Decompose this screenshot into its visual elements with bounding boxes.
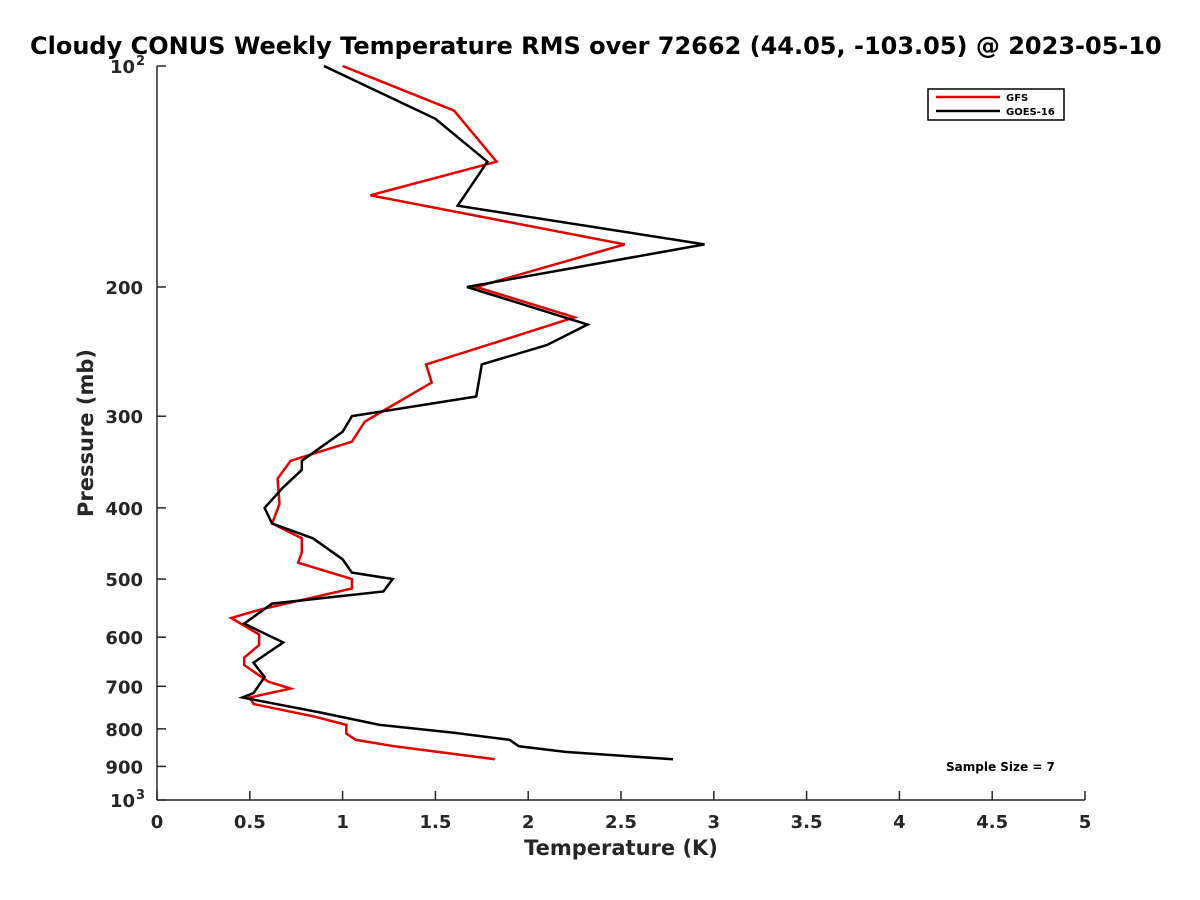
x-tick-label: 2.5 (605, 812, 637, 833)
x-tick-label: 3 (708, 812, 721, 833)
y-tick-label: 700 (105, 677, 143, 698)
y-tick-exponent: 2 (136, 54, 145, 69)
y-tick-exponent: 3 (136, 788, 145, 803)
x-tick-label: 3.5 (791, 812, 823, 833)
y-tick-label: 300 (105, 407, 143, 428)
legend-box (927, 88, 1065, 121)
sample-size-annotation: Sample Size = 7 (946, 760, 1055, 774)
y-tick-label: 800 (105, 720, 143, 741)
y-axis-label: Pressure (mb) (74, 349, 98, 517)
series-group (228, 64, 705, 761)
x-tick-label: 1.5 (419, 812, 451, 833)
chart-title: Cloudy CONUS Weekly Temperature RMS over… (30, 32, 1162, 60)
legend: GFS GOES-16 (927, 88, 1065, 121)
x-axis-label: Temperature (K) (524, 836, 718, 860)
legend-label: GOES-16 (1006, 107, 1055, 118)
x-tick-label: 4 (893, 812, 906, 833)
y-tick-label: 200 (105, 278, 143, 299)
y-tick-label: 10 (110, 57, 135, 78)
y-tick-label: 900 (105, 757, 143, 778)
legend-label: GFS (1006, 93, 1028, 104)
y-tick-label: 600 (105, 628, 143, 649)
y-tick-label: 500 (105, 570, 143, 591)
y-tick-label: 400 (105, 499, 143, 520)
x-tick-label: 1 (336, 812, 349, 833)
x-tick-label: 4.5 (976, 812, 1008, 833)
x-tick-label: 0 (151, 812, 164, 833)
x-tick-label: 2 (522, 812, 535, 833)
x-tick-label: 5 (1079, 812, 1092, 833)
x-ticks: 0 0.5 1 1.5 2 2.5 3 3.5 4 4.5 5 (151, 791, 1092, 833)
series-line-goes-16 (237, 64, 705, 761)
x-tick-label: 0.5 (234, 812, 266, 833)
series-line-gfs (228, 64, 626, 761)
y-tick-label: 10 (110, 791, 135, 812)
